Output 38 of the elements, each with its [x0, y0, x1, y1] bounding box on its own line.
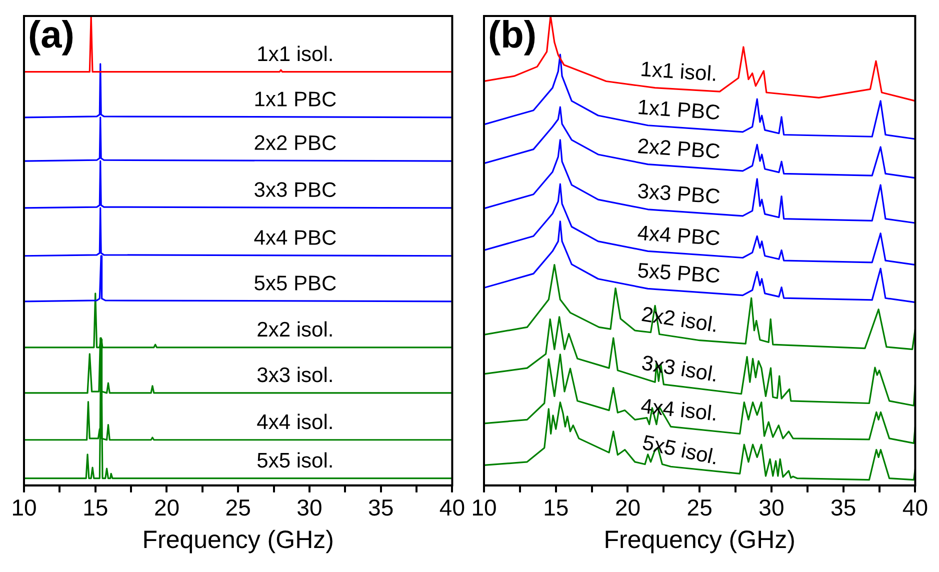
- x-tick-label: 25: [225, 494, 251, 521]
- x-tick-label: 20: [154, 494, 180, 521]
- x-tick-label: 30: [296, 494, 322, 521]
- series-label: 3x3 isol.: [256, 364, 334, 388]
- x-tick-label: 35: [368, 494, 394, 521]
- series-label: 5x5 PBC: [254, 272, 337, 296]
- x-tick-label: 35: [830, 494, 856, 521]
- series-label: 1x1 isol.: [640, 58, 718, 86]
- series-label: 4x4 PBC: [636, 222, 721, 250]
- series-label: 3x3 PBC: [254, 178, 337, 202]
- text: 4x4 isol.: [640, 394, 719, 426]
- series-label: 1x1 PBC: [636, 96, 721, 125]
- text: 5x5 isol.: [640, 431, 720, 470]
- x-axis-title: Frequency (GHz): [142, 526, 334, 554]
- series-label: 2x2 PBC: [254, 132, 337, 156]
- x-tick-label: 10: [11, 494, 37, 521]
- x-tick-label: 40: [902, 494, 928, 521]
- x-tick-label: 30: [758, 494, 784, 521]
- chart-title: (b): [488, 14, 537, 56]
- series-label: 3x3 PBC: [636, 180, 721, 209]
- x-tick-label: 40: [439, 494, 466, 521]
- x-tick-label: 15: [543, 494, 569, 521]
- series-label: 4x4 PBC: [254, 226, 337, 250]
- x-tick-label: 20: [614, 494, 641, 521]
- x-axis-title: Frequency (GHz): [604, 526, 796, 554]
- series-label: 2x2 PBC: [636, 134, 721, 164]
- series-label: 1x1 PBC: [254, 88, 337, 112]
- x-tick-label: 10: [471, 494, 497, 521]
- x-tick-label: 25: [686, 494, 712, 521]
- series-label: 5x5 isol.: [256, 450, 334, 473]
- chart-title: (a): [28, 14, 74, 56]
- series-label: 4x4 isol.: [256, 411, 334, 434]
- text: 2x2 isol.: [640, 302, 720, 338]
- x-tick-label: 15: [82, 494, 108, 521]
- series-label: 5x5 PBC: [636, 259, 721, 288]
- series-label: 1x1 isol.: [256, 43, 334, 66]
- text: 3x3 isol.: [640, 352, 720, 387]
- series-label: 2x2 isol.: [256, 318, 334, 342]
